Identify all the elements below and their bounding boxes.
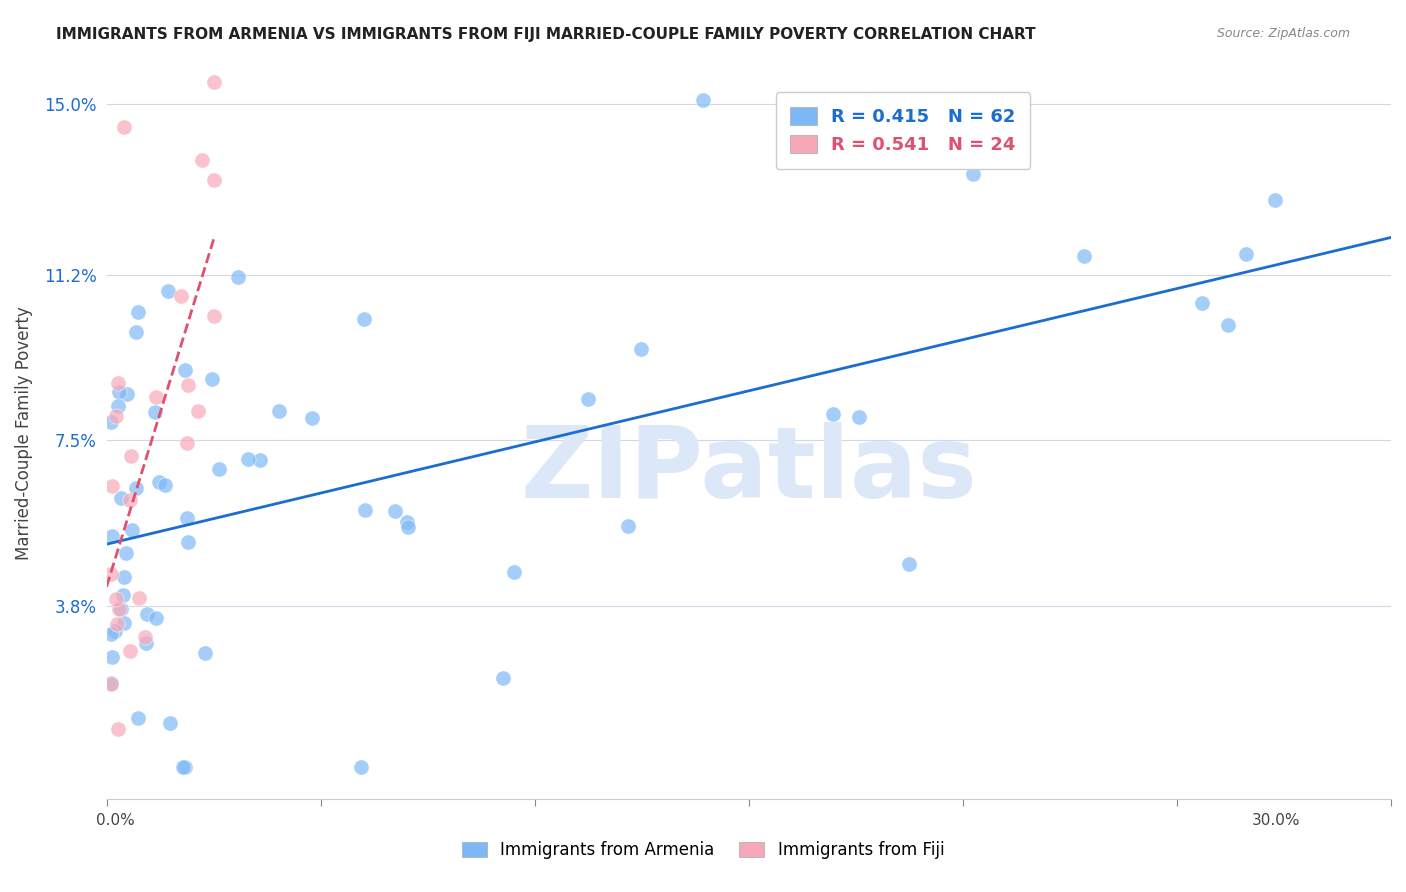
Point — [110, 602, 132, 616]
Point — [692, 94, 714, 108]
Point — [114, 546, 136, 560]
Point — [194, 646, 217, 660]
Point — [176, 535, 198, 549]
Point — [576, 392, 599, 406]
Point — [108, 601, 131, 615]
Point — [898, 558, 921, 572]
Point — [101, 479, 124, 493]
Point — [396, 520, 419, 534]
Y-axis label: Married-Couple Family Poverty: Married-Couple Family Poverty — [15, 307, 32, 560]
Point — [145, 611, 167, 625]
Point — [267, 404, 290, 418]
Legend: R = 0.415   N = 62, R = 0.541   N = 24: R = 0.415 N = 62, R = 0.541 N = 24 — [776, 92, 1031, 169]
Point — [191, 153, 214, 168]
Point — [201, 372, 224, 386]
Point — [173, 760, 195, 774]
Point — [127, 305, 149, 319]
Point — [125, 481, 148, 495]
Point — [111, 588, 134, 602]
Point — [226, 269, 249, 284]
Point — [202, 172, 225, 186]
Point — [176, 435, 198, 450]
Point — [159, 716, 181, 731]
Point — [128, 591, 150, 606]
Point — [848, 409, 870, 424]
Point — [502, 565, 524, 579]
Point — [110, 491, 132, 505]
Point — [120, 492, 142, 507]
Point — [384, 504, 406, 518]
Legend: Immigrants from Armenia, Immigrants from Fiji: Immigrants from Armenia, Immigrants from… — [456, 835, 950, 866]
Text: Source: ZipAtlas.com: Source: ZipAtlas.com — [1216, 27, 1350, 40]
Point — [125, 325, 148, 339]
Point — [202, 309, 225, 323]
Point — [105, 617, 128, 632]
Point — [176, 510, 198, 524]
Text: ZIPatlas: ZIPatlas — [520, 422, 977, 518]
Point — [350, 760, 373, 774]
Point — [100, 415, 122, 429]
Point — [821, 407, 844, 421]
Point — [249, 453, 271, 467]
Point — [135, 607, 157, 621]
Point — [170, 288, 193, 302]
Point — [112, 120, 135, 134]
Point — [101, 529, 124, 543]
Point — [157, 284, 180, 298]
Point — [1218, 318, 1240, 332]
Text: IMMIGRANTS FROM ARMENIA VS IMMIGRANTS FROM FIJI MARRIED-COUPLE FAMILY POVERTY CO: IMMIGRANTS FROM ARMENIA VS IMMIGRANTS FR… — [56, 27, 1036, 42]
Point — [112, 615, 135, 630]
Point — [174, 363, 197, 377]
Point — [1234, 246, 1257, 260]
Point — [1191, 295, 1213, 310]
Point — [105, 409, 128, 423]
Point — [104, 624, 127, 639]
Point — [630, 342, 652, 356]
Point — [153, 478, 176, 492]
Point — [134, 630, 156, 644]
Point — [145, 390, 167, 404]
Point — [104, 591, 127, 606]
Point — [962, 167, 984, 181]
Point — [135, 636, 157, 650]
Point — [148, 475, 170, 489]
Point — [143, 405, 166, 419]
Point — [118, 643, 141, 657]
Point — [107, 722, 129, 736]
Point — [492, 671, 515, 685]
Point — [115, 387, 138, 401]
Point — [187, 403, 209, 417]
Point — [616, 519, 638, 533]
Point — [100, 566, 122, 581]
Point — [121, 524, 143, 538]
Point — [177, 378, 200, 392]
Point — [108, 384, 131, 399]
Text: 0.0%: 0.0% — [96, 814, 135, 828]
Point — [100, 627, 122, 641]
Point — [202, 75, 225, 89]
Text: 30.0%: 30.0% — [1253, 814, 1301, 828]
Point — [208, 462, 231, 476]
Point — [172, 760, 194, 774]
Point — [1073, 249, 1095, 263]
Point — [100, 650, 122, 665]
Point — [395, 516, 418, 530]
Point — [100, 677, 122, 691]
Point — [107, 376, 129, 390]
Point — [1264, 193, 1286, 207]
Point — [301, 411, 323, 425]
Point — [107, 399, 129, 413]
Point — [127, 711, 149, 725]
Point — [100, 675, 122, 690]
Point — [112, 570, 135, 584]
Point — [236, 452, 259, 467]
Point — [353, 312, 375, 326]
Point — [120, 450, 142, 464]
Point — [354, 503, 377, 517]
